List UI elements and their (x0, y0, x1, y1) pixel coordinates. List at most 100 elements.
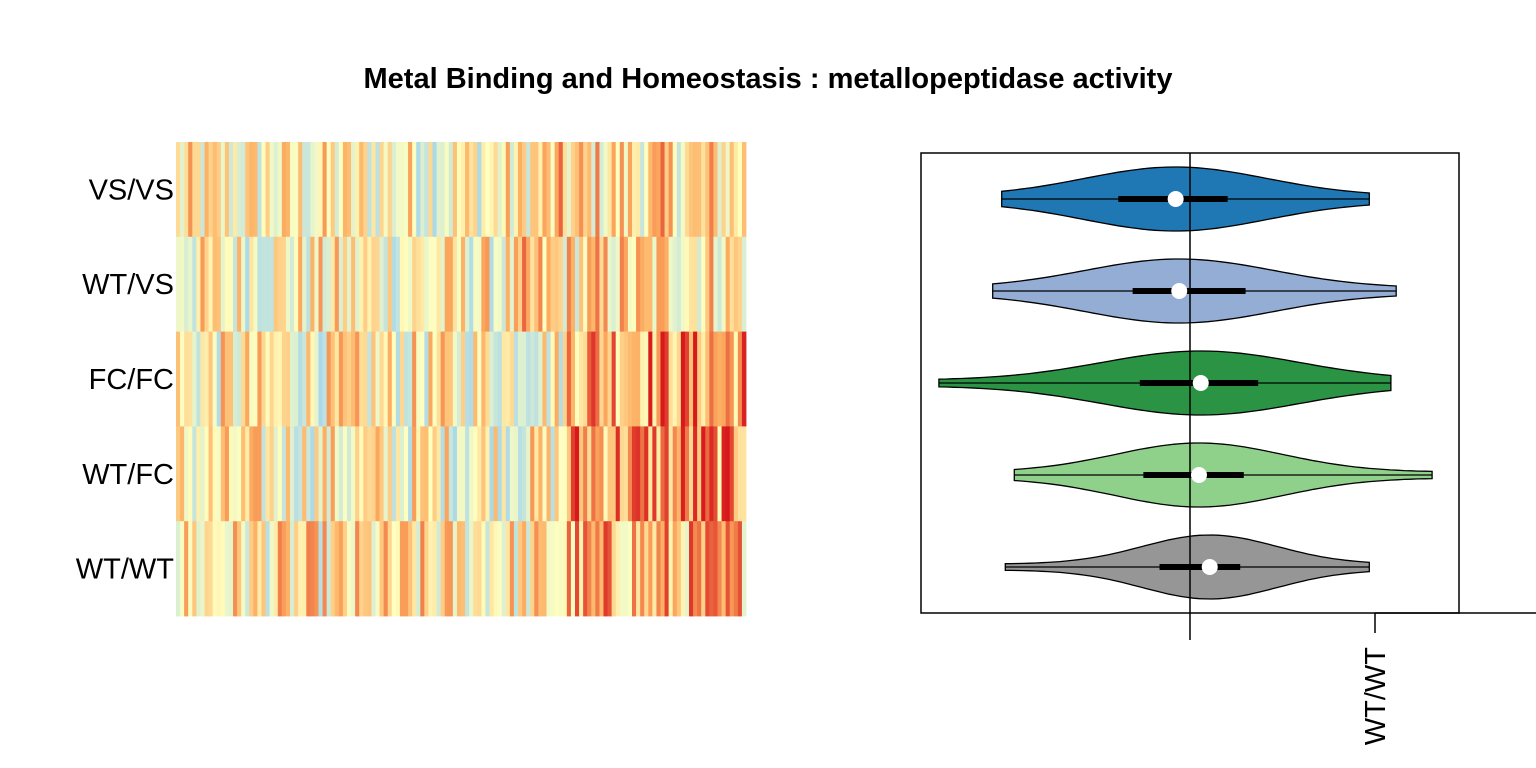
heatmap-cell (265, 331, 271, 427)
heatmap-cell (623, 521, 629, 617)
heatmap-cell (424, 521, 429, 617)
heatmap-cell (216, 142, 222, 238)
heatmap-cell (176, 142, 181, 238)
heatmap-cell (636, 142, 641, 238)
heatmap-cell (277, 426, 283, 522)
heatmap-cell (391, 142, 397, 238)
heatmap-cell (265, 521, 271, 617)
heatmap-cell (363, 142, 368, 238)
heatmap-cell (436, 331, 442, 427)
heatmap-cell (489, 142, 494, 238)
heatmap-cell (338, 426, 344, 522)
heatmap-cell (220, 331, 226, 427)
violin-panel: WT/WT (920, 152, 1536, 746)
heatmap-cell (432, 331, 437, 427)
heatmap-cell (522, 331, 527, 427)
heatmap-cell (302, 236, 307, 332)
heatmap-cell (404, 426, 409, 522)
heatmap-cell (575, 426, 580, 522)
heatmap-cell (713, 142, 718, 238)
heatmap-cell (363, 331, 368, 427)
heatmap-cell (526, 331, 531, 427)
heatmap-cell (656, 426, 661, 522)
heatmap-cell (363, 236, 368, 332)
heatmap-cell (595, 521, 600, 617)
heatmap-cell (452, 331, 458, 427)
heatmap-cell (546, 426, 551, 522)
heatmap-cell (518, 331, 523, 427)
heatmap-cell (713, 331, 718, 427)
heatmap-cell (693, 142, 698, 238)
heatmap-cell (729, 142, 735, 238)
heatmap-cell (566, 236, 572, 332)
heatmap-cell (583, 521, 588, 617)
heatmap-cell (513, 521, 519, 617)
heatmap-cell (623, 331, 629, 427)
heatmap-cell (469, 426, 474, 522)
heatmap-cell (184, 331, 189, 427)
heatmap-cell (636, 236, 641, 332)
heatmap-cell (184, 521, 189, 617)
heatmap-cell (615, 331, 621, 427)
heatmap-cell (196, 142, 201, 238)
heatmap-cell (632, 331, 637, 427)
heatmap-cell (245, 142, 250, 238)
heatmap-cell (391, 521, 397, 617)
heatmap-cell (428, 521, 433, 617)
heatmap-cell (208, 521, 214, 617)
heatmap-cell (273, 236, 279, 332)
heatmap-cell (672, 426, 678, 522)
heatmap-cell (680, 521, 686, 617)
heatmap-cell (200, 142, 205, 238)
heatmap-cell (485, 142, 490, 238)
heatmap-cell (717, 142, 722, 238)
heatmap-cell (656, 236, 661, 332)
heatmap-cell (680, 142, 686, 238)
heatmap-cell (326, 142, 332, 238)
heatmap-cell (273, 521, 279, 617)
heatmap-cell (644, 236, 649, 332)
heatmap-cell (188, 331, 193, 427)
heatmap-cell (196, 331, 201, 427)
heatmap-cell (375, 236, 380, 332)
heatmap-cell (440, 521, 446, 617)
heatmap-cell (342, 331, 348, 427)
heatmap-cell (684, 142, 690, 238)
heatmap-cell (603, 331, 608, 427)
heatmap-cell (391, 236, 397, 332)
heatmap-cell (717, 236, 722, 332)
heatmap-cell (342, 426, 348, 522)
heatmap-cell (298, 331, 303, 427)
heatmap-cell (290, 142, 295, 238)
x-tick-label: WT/WT (1360, 647, 1392, 746)
heatmap-cell (290, 521, 295, 617)
heatmap-cell (326, 521, 332, 617)
heatmap-cell (314, 331, 319, 427)
heatmap-cell (562, 142, 568, 238)
heatmap-cell (546, 142, 551, 238)
heatmap-cell (526, 521, 531, 617)
heatmap-cell (192, 521, 197, 617)
heatmap-cell (693, 521, 698, 617)
heatmap-cell (469, 521, 474, 617)
heatmap-cell (420, 331, 425, 427)
heatmap-cell (676, 236, 682, 332)
heatmap-cell (257, 426, 262, 522)
heatmap-cell (721, 331, 727, 427)
heatmap-cell (656, 521, 661, 617)
heatmap-cell (180, 331, 185, 427)
heatmap-cell (204, 426, 209, 522)
heatmap-cell (607, 142, 613, 238)
heatmap-cell (570, 236, 576, 332)
heatmap-cell (347, 521, 352, 617)
heatmap-cell (579, 426, 584, 522)
heatmap-cell (721, 521, 727, 617)
heatmap-cell (428, 331, 433, 427)
heatmap-cell (383, 142, 389, 238)
heatmap-cell (334, 426, 340, 522)
heatmap-cell (228, 426, 234, 522)
heatmap-cell (408, 426, 413, 522)
heatmap-cell (355, 236, 360, 332)
heatmap-cell (408, 142, 413, 238)
heatmap-cell (566, 331, 572, 427)
